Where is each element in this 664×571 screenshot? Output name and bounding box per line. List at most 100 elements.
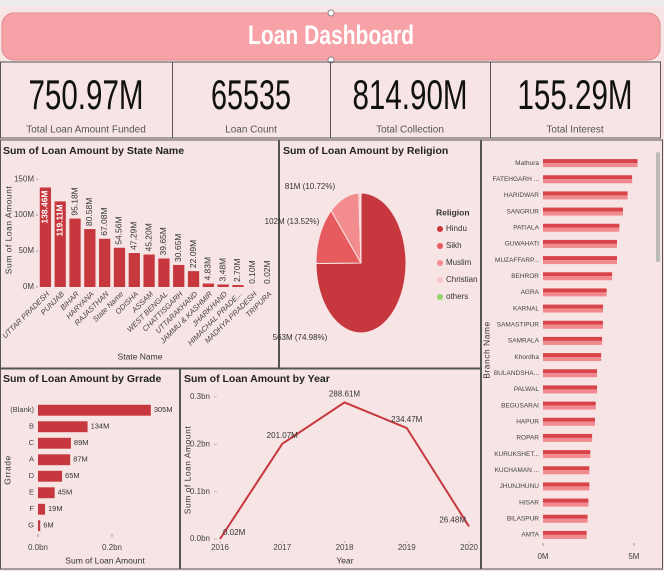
y-tick-label: GUWAHATI: [505, 241, 539, 248]
kpi-label: Loan Count: [225, 125, 277, 136]
data-label: 87M: [73, 455, 88, 464]
bar: [543, 304, 603, 309]
y-tick-label: SAMASTIPUR: [497, 321, 540, 328]
y-tick-label: AGRA: [521, 289, 540, 296]
y-axis-title: Sum of Loan Amount: [3, 186, 13, 275]
data-label: 45.20M: [143, 223, 153, 251]
bar-shade: [543, 308, 603, 313]
chart-title: Sum of Loan Amount by Religion: [283, 145, 448, 157]
bar: [143, 254, 155, 287]
bar: [543, 466, 590, 471]
y-axis-title: Branch Name: [481, 321, 491, 378]
y-tick-label: (Blank): [10, 405, 34, 414]
data-label: 22.09M: [188, 240, 198, 268]
kpi-value: 155.29M: [518, 71, 633, 118]
x-tick-label: 0.2bn: [102, 543, 122, 552]
data-label: 288.61M: [329, 390, 360, 399]
y-tick-label: 0.3bn: [190, 392, 210, 401]
y-tick-label: 0.1bn: [190, 487, 210, 496]
bar: [543, 239, 617, 244]
bar: [84, 229, 96, 287]
kpi-value: 750.97M: [29, 71, 144, 118]
bar: [543, 433, 593, 438]
y-tick-label: D: [29, 471, 35, 480]
x-axis-title: Year: [336, 555, 353, 565]
bar: [543, 385, 597, 390]
y-tick-label: BILASPUR: [507, 515, 539, 522]
y-tick-label: PATIALA: [513, 224, 539, 231]
bar: [543, 353, 602, 358]
bar-shade: [543, 470, 590, 475]
data-label: 95.18M: [69, 187, 79, 215]
chart-title: Sum of Loan Amount by Year: [184, 373, 330, 385]
bar: [543, 207, 623, 212]
y-axis-title: Grrade: [2, 455, 12, 484]
panels: [0, 61, 663, 570]
scrollbar: [656, 152, 660, 262]
handle: [327, 9, 335, 17]
bar-shade: [543, 502, 589, 507]
bar-shade: [543, 357, 602, 362]
data-label: 6M: [43, 521, 53, 530]
y-tick-label: Khordha: [514, 354, 539, 361]
data-label: 3.48M: [217, 258, 227, 282]
bar-shade: [543, 486, 590, 491]
dashboard-title: Loan Dashboard: [248, 20, 414, 50]
bar: [543, 336, 603, 341]
data-label: 138.46M: [40, 190, 50, 223]
data-label: 0.10M: [247, 260, 257, 284]
x-tick-label: 0.0bn: [28, 543, 48, 552]
kpi-label: Total Interest: [546, 125, 603, 136]
bar-shade: [543, 324, 603, 329]
data-label: 54.56M: [114, 216, 124, 244]
y-tick-label: HAPUR: [516, 418, 539, 425]
x-axis-title: Sum of Loan Amount: [65, 555, 145, 565]
bar: [543, 498, 589, 503]
kpi-value: 814.90M: [353, 71, 468, 118]
legend-swatch: [437, 260, 443, 266]
y-tick-label: G: [28, 521, 34, 530]
bar-shade: [543, 373, 597, 378]
data-label: 201.07M: [267, 431, 298, 440]
x-tick-label: 2017: [273, 543, 291, 552]
line: [219, 401, 470, 540]
bar-shade: [543, 260, 617, 265]
bar: [38, 520, 41, 532]
bar: [39, 187, 52, 287]
bar: [38, 404, 151, 416]
legend-title: Religion: [436, 207, 470, 217]
chart-title: Sum of Loan Amount by State Name: [3, 145, 184, 157]
bar-shade: [543, 454, 591, 459]
y-tick-label: 100M: [14, 210, 34, 219]
bar-shade: [543, 437, 593, 442]
legend-swatch: [437, 294, 443, 300]
data-label: 234.47M: [391, 415, 422, 424]
y-tick-label: KARNAL: [513, 305, 539, 312]
legend-label: Muslim: [446, 258, 472, 267]
y-tick-label: E: [29, 488, 34, 497]
legend-swatch: [437, 226, 443, 232]
legend-label: Sikh: [446, 241, 462, 250]
kpi-value: 65535: [211, 71, 291, 118]
ribbon-strip: [0, 0, 664, 6]
panel-border: [481, 139, 663, 570]
bar: [543, 191, 628, 196]
y-tick-label: FATEHGARH ...: [493, 176, 540, 183]
bar-shade: [543, 179, 633, 184]
x-tick-label: 0M: [537, 552, 548, 561]
y-tick-label: KURUKSHET...: [494, 451, 539, 458]
data-label: 0.02M: [223, 528, 246, 537]
legend-label: others: [446, 292, 468, 301]
chart-title: Sum of Loan Amount by Grrade: [3, 373, 161, 385]
bar-shade: [543, 163, 638, 168]
bar: [173, 264, 185, 287]
y-tick-label: JHUNJHUNU: [500, 483, 540, 490]
bar: [543, 223, 620, 228]
x-axis-title: State Name: [118, 351, 163, 361]
bar: [543, 159, 638, 164]
data-label: 4.83M: [203, 257, 213, 281]
bar: [128, 253, 140, 287]
legend-swatch: [437, 243, 443, 249]
data-label: 102M (13.52%): [265, 217, 320, 226]
data-label: 89M: [74, 438, 89, 447]
